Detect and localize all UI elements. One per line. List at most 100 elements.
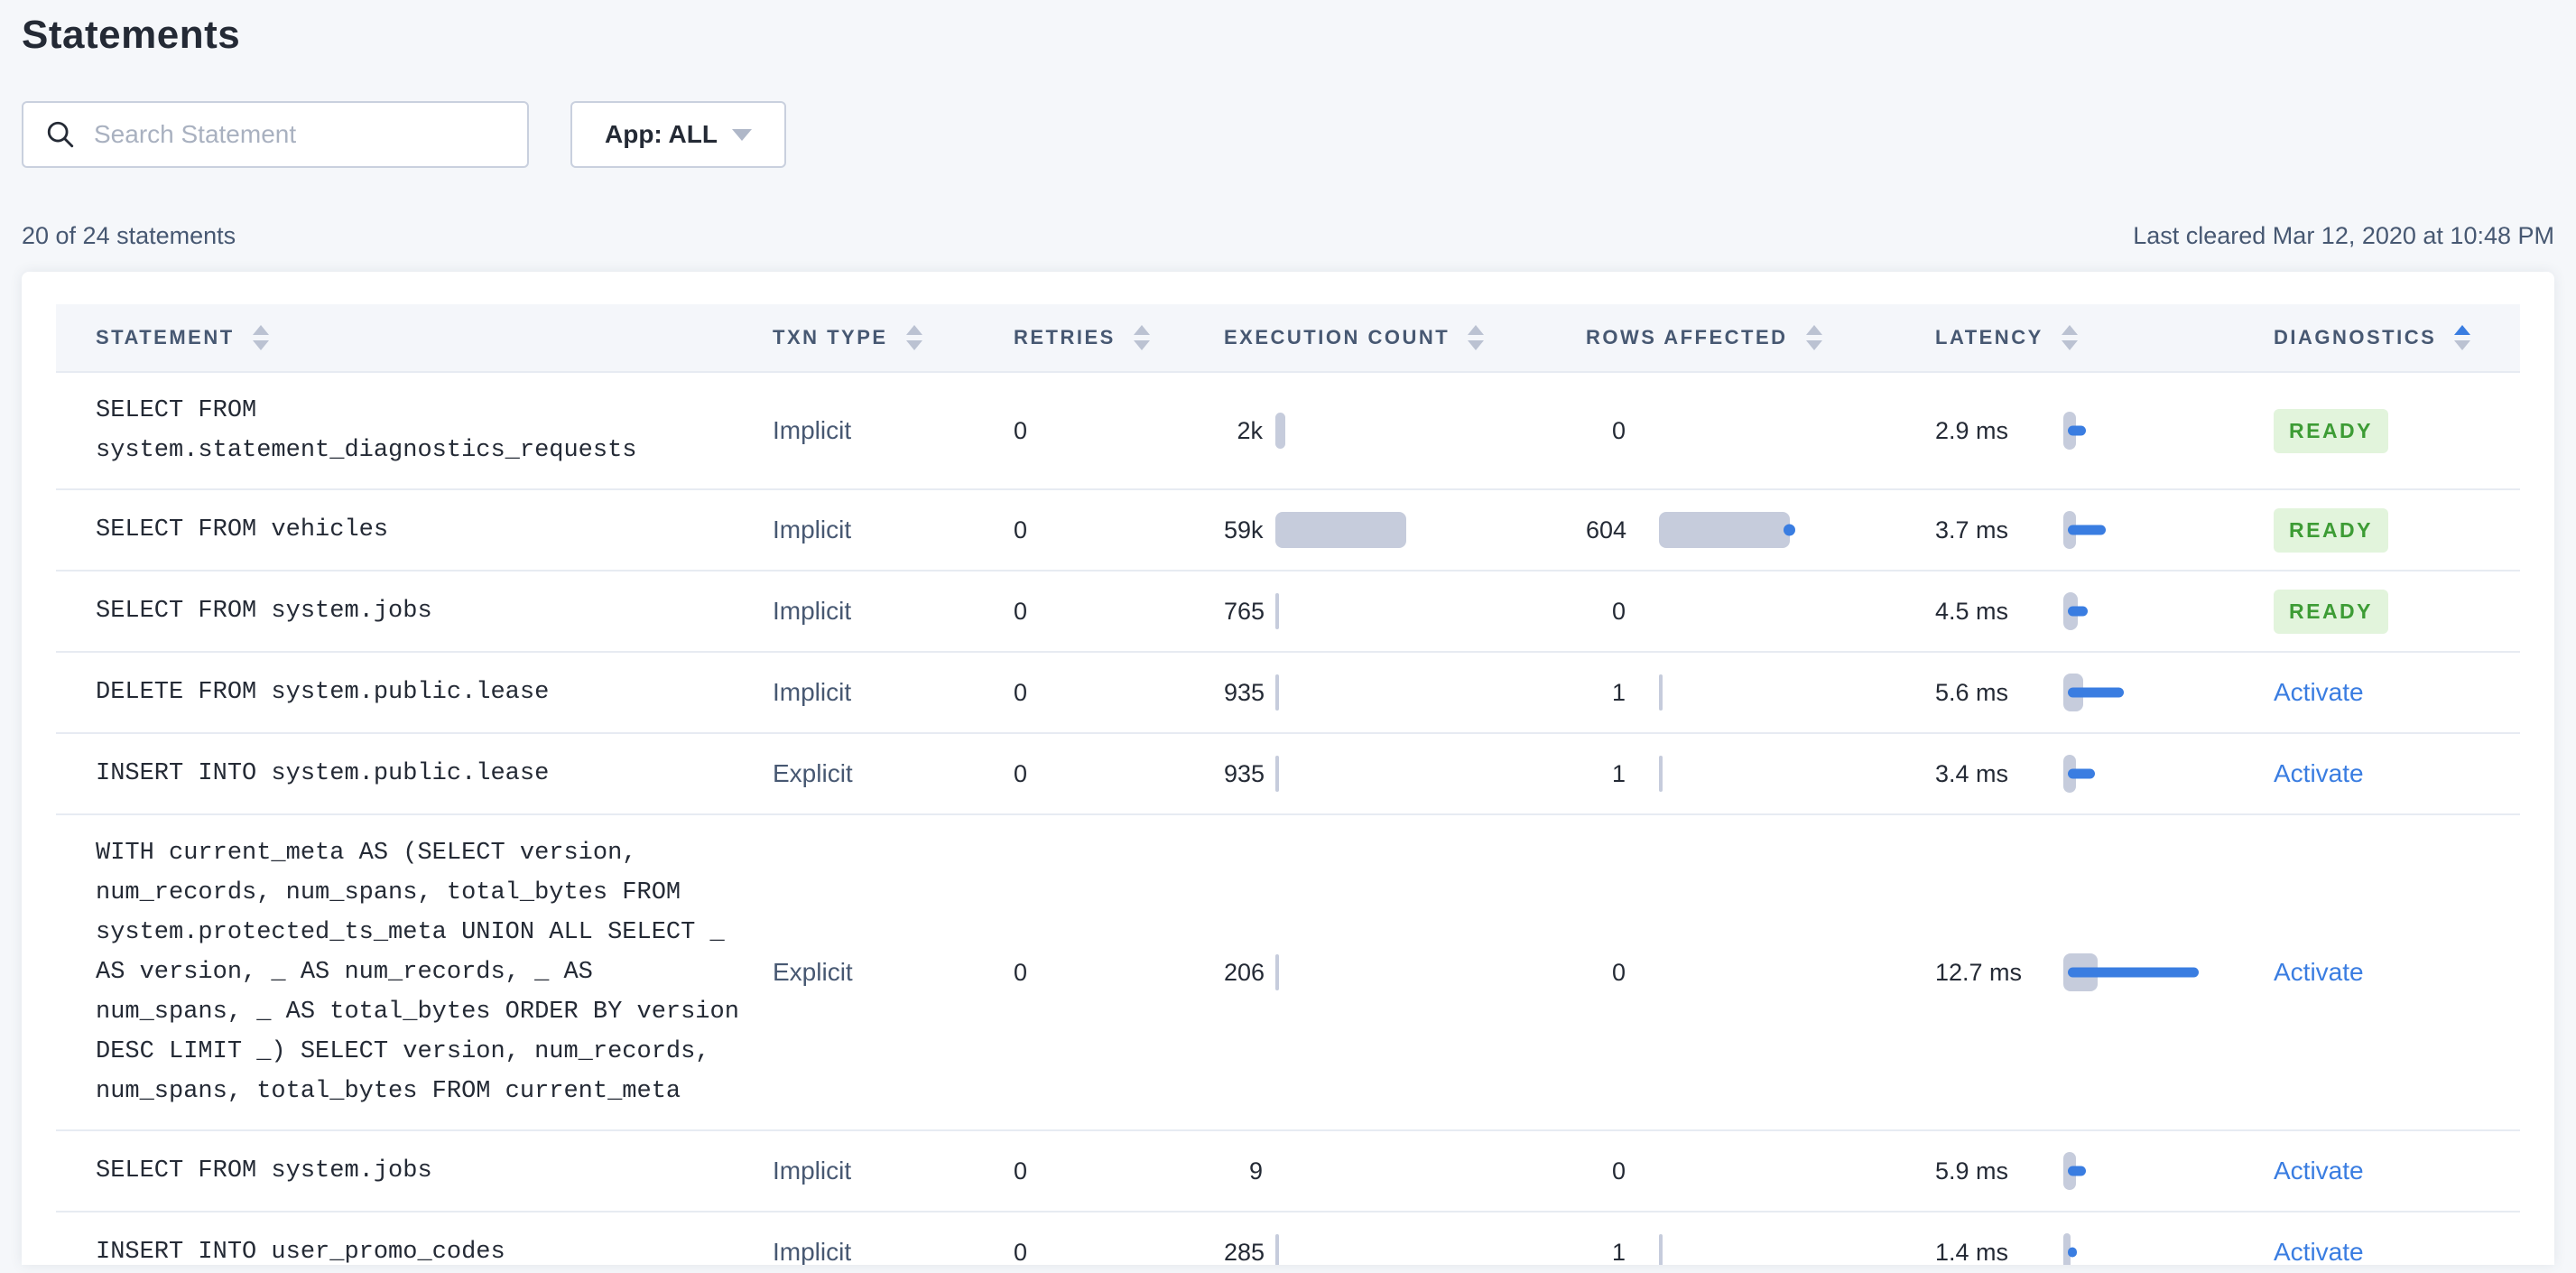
execution-count-bar bbox=[1275, 756, 1279, 792]
sort-arrows bbox=[1133, 325, 1150, 350]
rows-affected-value: 0 bbox=[1611, 1157, 1626, 1185]
rows-affected-value: 0 bbox=[1611, 958, 1626, 986]
diagnostics-activate-link[interactable]: Activate bbox=[2274, 1238, 2364, 1265]
sort-asc-icon bbox=[2454, 325, 2471, 335]
latency-cell: 5.6 ms bbox=[1935, 671, 2274, 714]
txn-type-cell: Implicit bbox=[773, 597, 852, 625]
column-header-latency[interactable]: LATENCY bbox=[1935, 325, 2274, 350]
latency-bar-chart bbox=[2063, 951, 2199, 994]
rows-affected-dot bbox=[1784, 524, 1795, 536]
statement-cell[interactable]: SELECT FROM system.jobs bbox=[96, 598, 432, 625]
latency-bar-chart bbox=[2063, 1231, 2077, 1265]
retries-cell: 0 bbox=[1014, 1238, 1028, 1266]
sort-desc-icon bbox=[1805, 340, 1822, 350]
statement-cell[interactable]: WITH current_meta AS (SELECT version, nu… bbox=[96, 840, 739, 1105]
column-header-retries[interactable]: RETRIES bbox=[1014, 325, 1224, 350]
sort-desc-icon bbox=[2061, 340, 2078, 350]
diagnostics-activate-link[interactable]: Activate bbox=[2274, 678, 2364, 706]
latency-mean-bar bbox=[2068, 425, 2086, 436]
search-input[interactable] bbox=[92, 119, 505, 150]
column-header-label: STATEMENT bbox=[96, 326, 235, 348]
column-header-txn-type[interactable]: TXN TYPE bbox=[773, 325, 1014, 350]
diagnostics-activate-link[interactable]: Activate bbox=[2274, 1157, 2364, 1185]
execution-count-cell: 59k bbox=[1224, 512, 1586, 548]
rows-affected-value: 0 bbox=[1611, 416, 1626, 444]
statement-cell[interactable]: SELECT FROM system.statement_diagnostics… bbox=[96, 397, 637, 464]
execution-count-bar bbox=[1275, 1234, 1279, 1265]
txn-type-cell: Explicit bbox=[773, 958, 853, 986]
latency-cell: 5.9 ms bbox=[1935, 1149, 2274, 1193]
sort-arrows bbox=[2061, 325, 2078, 350]
statement-cell[interactable]: DELETE FROM system.public.lease bbox=[96, 679, 550, 706]
column-header-statement[interactable]: STATEMENT bbox=[56, 325, 773, 350]
diagnostics-ready-badge: READY bbox=[2274, 507, 2389, 553]
txn-type-cell: Implicit bbox=[773, 1157, 852, 1185]
table-row: SELECT FROM system.jobs Implicit 0 765 0… bbox=[56, 570, 2520, 651]
latency-mean-bar bbox=[2068, 606, 2088, 617]
latency-mean-bar bbox=[2068, 967, 2199, 978]
latency-cell: 3.7 ms bbox=[1935, 508, 2274, 552]
page-title: Statements bbox=[22, 13, 241, 57]
column-header-execution-count[interactable]: EXECUTION COUNT bbox=[1224, 325, 1586, 350]
latency-mean-bar bbox=[2068, 525, 2106, 535]
sort-arrows bbox=[2454, 325, 2471, 350]
column-header-rows-affected[interactable]: ROWS AFFECTED bbox=[1586, 325, 1935, 350]
diagnostics-cell: Activate bbox=[2274, 759, 2520, 788]
latency-cell: 2.9 ms bbox=[1935, 409, 2274, 452]
diagnostics-activate-link[interactable]: Activate bbox=[2274, 958, 2364, 986]
execution-count-value: 9 bbox=[1248, 1157, 1263, 1185]
statements-table-card: STATEMENT TXN TYPE RETRIES EXECUTION COU… bbox=[22, 272, 2554, 1265]
latency-value: 3.4 ms bbox=[1935, 759, 2009, 787]
execution-count-bar bbox=[1275, 413, 1285, 449]
latency-bar-chart bbox=[2063, 409, 2086, 452]
latency-cell: 4.5 ms bbox=[1935, 590, 2274, 633]
latency-mean-bar bbox=[2068, 687, 2124, 698]
sort-asc-icon bbox=[1133, 325, 1150, 335]
sort-desc-icon bbox=[2454, 340, 2471, 350]
latency-mean-bar bbox=[2068, 1247, 2077, 1258]
last-cleared-text: Last cleared Mar 12, 2020 at 10:48 PM bbox=[2133, 222, 2554, 249]
rows-affected-bar bbox=[1659, 674, 1663, 711]
txn-type-cell: Implicit bbox=[773, 678, 852, 706]
latency-bar-chart bbox=[2063, 752, 2095, 795]
execution-count-cell: 935 bbox=[1224, 674, 1586, 711]
rows-affected-value: 0 bbox=[1611, 597, 1626, 625]
search-box bbox=[22, 101, 529, 168]
diagnostics-cell: Activate bbox=[2274, 958, 2520, 987]
execution-count-cell: 935 bbox=[1224, 756, 1586, 792]
filter-controls: App: ALL bbox=[22, 101, 2554, 168]
execution-count-value: 59k bbox=[1224, 516, 1264, 544]
retries-cell: 0 bbox=[1014, 1157, 1028, 1185]
sort-asc-icon bbox=[252, 325, 269, 335]
rows-affected-bar bbox=[1659, 512, 1795, 548]
latency-mean-bar bbox=[2068, 768, 2095, 779]
diagnostics-cell: READY bbox=[2274, 408, 2520, 453]
statement-cell[interactable]: SELECT FROM system.jobs bbox=[96, 1157, 432, 1185]
rows-affected-cell: 1 bbox=[1586, 756, 1935, 792]
rows-affected-cell: 0 bbox=[1586, 959, 1935, 987]
diagnostics-cell: Activate bbox=[2274, 1238, 2520, 1265]
rows-affected-cell: 0 bbox=[1586, 417, 1935, 445]
latency-value: 3.7 ms bbox=[1935, 516, 2009, 544]
column-header-diagnostics[interactable]: DIAGNOSTICS bbox=[2274, 325, 2520, 350]
app-filter-dropdown[interactable]: App: ALL bbox=[570, 101, 786, 168]
latency-value: 12.7 ms bbox=[1935, 958, 2023, 986]
latency-stddev-bar bbox=[2063, 1233, 2071, 1265]
sort-arrows bbox=[1468, 325, 1485, 350]
statement-cell[interactable]: INSERT INTO system.public.lease bbox=[96, 760, 550, 787]
summary-row: 20 of 24 statements Last cleared Mar 12,… bbox=[22, 222, 2554, 250]
search-icon bbox=[47, 121, 74, 148]
latency-value: 1.4 ms bbox=[1935, 1238, 2009, 1266]
execution-count-bar bbox=[1275, 954, 1279, 990]
diagnostics-activate-link[interactable]: Activate bbox=[2274, 759, 2364, 787]
table-body: SELECT FROM system.statement_diagnostics… bbox=[56, 371, 2520, 1265]
statement-cell[interactable]: INSERT INTO user_promo_codes bbox=[96, 1239, 505, 1265]
execution-count-value: 206 bbox=[1224, 958, 1265, 986]
rows-affected-bar bbox=[1659, 1234, 1663, 1265]
rows-affected-cell: 0 bbox=[1586, 1157, 1935, 1185]
statement-cell[interactable]: SELECT FROM vehicles bbox=[96, 516, 389, 544]
diagnostics-cell: Activate bbox=[2274, 1157, 2520, 1185]
retries-cell: 0 bbox=[1014, 416, 1028, 444]
sort-asc-icon bbox=[1468, 325, 1485, 335]
column-header-label: TXN TYPE bbox=[773, 326, 888, 348]
